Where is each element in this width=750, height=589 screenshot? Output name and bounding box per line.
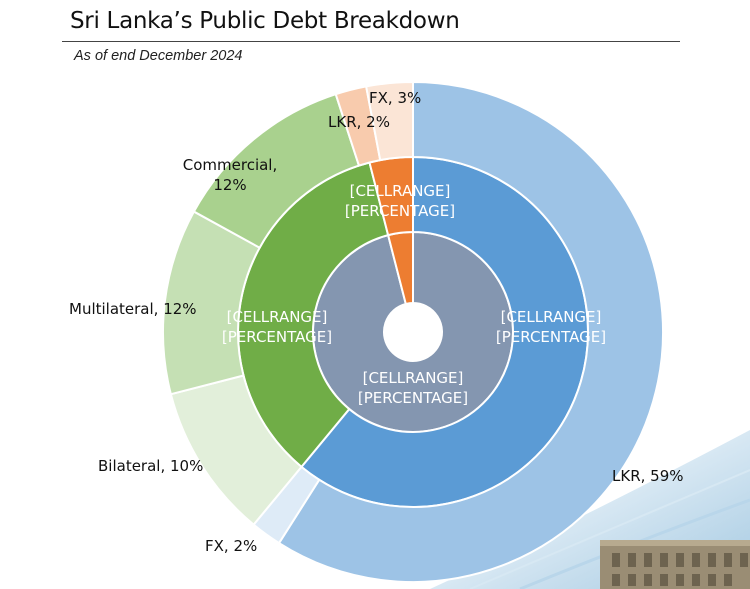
- outer-ring-slice-6: [364, 80, 414, 162]
- outer-ring-label-1: FX, 2%: [205, 537, 257, 555]
- middle-ring-label-2: [CELLRANGE] [PERCENTAGE]: [345, 182, 455, 220]
- outer-ring-slice-0: [277, 80, 664, 583]
- outer-ring-label-2: Bilateral, 10%: [98, 457, 203, 475]
- background-decoration: [430, 430, 750, 589]
- inner-ring-label-0: [CELLRANGE] [PERCENTAGE]: [358, 369, 468, 407]
- outer-ring-label-3: Multilateral, 12%: [69, 300, 197, 318]
- donut-hole: [384, 303, 442, 361]
- outer-ring-label-5: LKR, 2%: [328, 113, 390, 131]
- middle-ring-label-1: [CELLRANGE] [PERCENTAGE]: [222, 308, 332, 346]
- middle-ring-label-0: [CELLRANGE] [PERCENTAGE]: [496, 308, 606, 346]
- outer-ring-label-4: Commercial, 12%: [183, 156, 277, 194]
- chart-subtitle: As of end December 2024: [74, 48, 243, 64]
- outer-ring-label-0: LKR, 59%: [612, 467, 684, 485]
- title-underline: [62, 41, 680, 42]
- outer-ring-label-6: FX, 3%: [369, 89, 421, 107]
- chart-title: Sri Lanka’s Public Debt Breakdown: [70, 8, 460, 34]
